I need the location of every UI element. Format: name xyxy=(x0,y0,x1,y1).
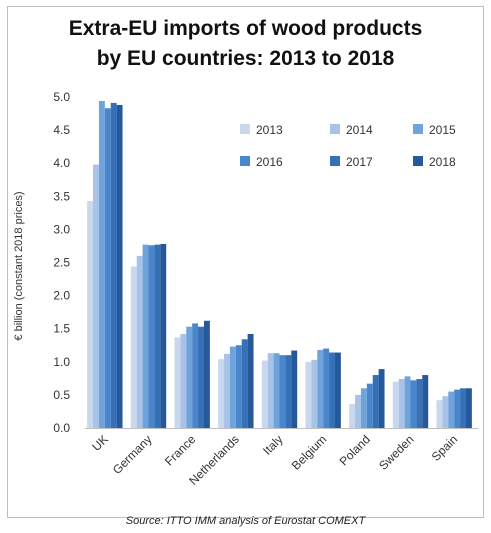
bar-france-2018 xyxy=(203,320,210,428)
y-tick-label: 2.0 xyxy=(53,289,70,303)
bar-uk-2017 xyxy=(110,102,117,429)
legend-swatch-2017 xyxy=(330,156,340,166)
bar-poland-2017 xyxy=(372,375,379,428)
x-tick-label-italy: Italy xyxy=(260,432,285,457)
bar-italy-2016 xyxy=(279,355,286,428)
bar-belgium-2015 xyxy=(317,349,324,428)
bar-sweden-2014 xyxy=(398,379,405,428)
bar-france-2015 xyxy=(186,326,193,428)
bar-sweden-2018 xyxy=(422,375,429,428)
bar-poland-2015 xyxy=(360,388,367,428)
x-tick-label-sweden: Sweden xyxy=(376,432,417,473)
bar-netherlands-2016 xyxy=(235,345,242,428)
bar-sweden-2015 xyxy=(404,376,411,428)
bar-italy-2013 xyxy=(261,360,268,428)
y-tick-label: 1.0 xyxy=(53,355,70,369)
bar-spain-2016 xyxy=(454,389,461,428)
y-tick-label: 5.0 xyxy=(53,90,70,104)
bar-belgium-2018 xyxy=(334,352,341,428)
chart-title: Extra-EU imports of wood products by EU … xyxy=(0,14,491,74)
legend-label-2013: 2013 xyxy=(256,123,283,137)
bar-uk-2014 xyxy=(93,164,99,428)
y-tick-label: 4.0 xyxy=(53,156,70,170)
bar-germany-2016 xyxy=(148,245,155,428)
bar-spain-2013 xyxy=(436,400,443,428)
bar-spain-2017 xyxy=(460,388,466,428)
bar-belgium-2017 xyxy=(329,352,335,428)
bar-uk-2018 xyxy=(116,104,123,428)
chart-title-line-1: Extra-EU imports of wood products xyxy=(68,17,423,40)
bar-belgium-2014 xyxy=(311,359,318,428)
bar-poland-2018 xyxy=(378,369,385,428)
bar-netherlands-2014 xyxy=(224,353,230,428)
legend-label-2015: 2015 xyxy=(429,123,456,137)
y-tick-label: 0.0 xyxy=(53,421,70,435)
bar-france-2017 xyxy=(198,326,204,428)
x-tick-label-poland: Poland xyxy=(337,432,373,468)
bar-germany-2017 xyxy=(154,244,161,428)
bar-netherlands-2015 xyxy=(229,346,236,428)
bar-uk-2015 xyxy=(98,100,105,428)
bar-belgium-2016 xyxy=(323,348,330,428)
bar-italy-2018 xyxy=(291,350,298,428)
bar-italy-2014 xyxy=(267,353,274,428)
y-tick-label: 0.5 xyxy=(53,388,70,402)
bar-sweden-2017 xyxy=(416,379,423,428)
x-tick-label-germany: Germany xyxy=(110,432,155,477)
bar-france-2013 xyxy=(174,337,181,428)
x-tick-label-belgium: Belgium xyxy=(289,432,330,473)
y-axis-label: € billion (constant 2018 prices) xyxy=(13,191,25,340)
bar-germany-2018 xyxy=(160,243,167,428)
bar-poland-2013 xyxy=(349,404,356,428)
bar-france-2014 xyxy=(180,334,187,428)
legend-swatch-2013 xyxy=(240,124,250,134)
legend-label-2014: 2014 xyxy=(346,123,373,137)
bar-italy-2017 xyxy=(285,355,292,428)
bar-netherlands-2013 xyxy=(218,359,225,428)
bar-spain-2015 xyxy=(448,391,455,428)
chart-title-line-2: by EU countries: 2013 to 2018 xyxy=(96,47,395,70)
bar-sweden-2016 xyxy=(410,380,417,428)
y-tick-label: 1.5 xyxy=(53,322,70,336)
legend-swatch-2018 xyxy=(413,156,423,166)
y-tick-label: 3.0 xyxy=(53,222,70,236)
legend-label-2017: 2017 xyxy=(346,155,373,169)
bar-spain-2018 xyxy=(465,388,472,428)
bar-france-2016 xyxy=(192,323,199,428)
bar-belgium-2013 xyxy=(305,361,312,428)
source-note: Source: ITTO IMM analysis of Eurostat CO… xyxy=(125,515,366,527)
bar-sweden-2013 xyxy=(392,381,399,428)
bar-spain-2014 xyxy=(442,396,449,428)
bar-netherlands-2018 xyxy=(247,334,254,428)
bar-poland-2016 xyxy=(366,383,373,428)
legend-swatch-2015 xyxy=(413,124,423,134)
bar-uk-2013 xyxy=(87,200,94,428)
y-tick-label: 4.5 xyxy=(53,123,70,137)
bar-poland-2014 xyxy=(355,394,361,428)
bar-italy-2015 xyxy=(273,353,280,428)
y-tick-label: 3.5 xyxy=(53,189,70,203)
x-tick-label-france: France xyxy=(162,432,199,469)
bar-netherlands-2017 xyxy=(241,339,248,428)
x-tick-label-spain: Spain xyxy=(429,432,461,464)
legend-label-2016: 2016 xyxy=(256,155,283,169)
x-tick-label-uk: UK xyxy=(89,432,111,454)
legend-swatch-2014 xyxy=(330,124,340,134)
legend-swatch-2016 xyxy=(240,156,250,166)
bar-germany-2014 xyxy=(136,255,143,428)
legend-label-2018: 2018 xyxy=(429,155,456,169)
bar-uk-2016 xyxy=(104,108,111,428)
bar-germany-2015 xyxy=(142,244,149,428)
y-tick-label: 2.5 xyxy=(53,256,70,270)
chart-frame xyxy=(7,6,484,518)
bar-germany-2013 xyxy=(130,266,137,428)
